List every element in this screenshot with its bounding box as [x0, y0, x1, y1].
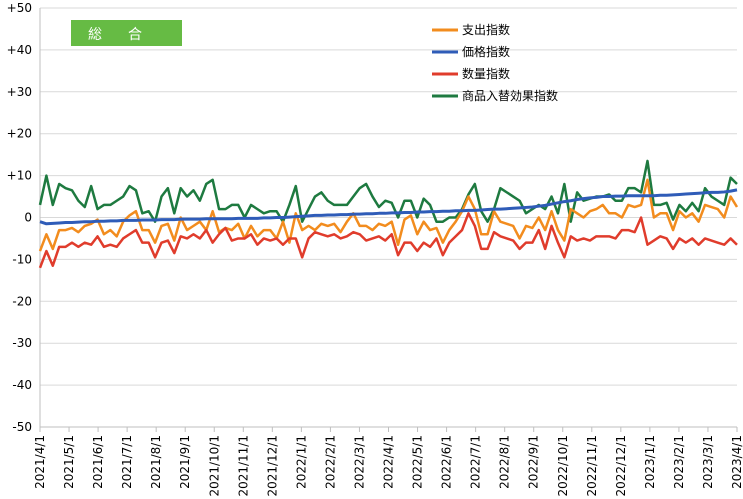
y-tick-label: +10: [7, 169, 32, 183]
x-tick-label: 2023/4/1: [730, 435, 743, 489]
y-tick-label: +20: [7, 127, 32, 141]
x-tick-label: 2021/11/1: [236, 435, 250, 497]
y-tick-label: -50: [12, 420, 32, 434]
x-tick-label: 2021/8/1: [149, 435, 163, 489]
series-line-0: [38, 178, 739, 252]
x-tick-label: 2021/9/1: [178, 435, 192, 489]
x-tick-label: 2022/1/1: [294, 435, 308, 489]
legend-label: 支出指数: [462, 22, 510, 37]
x-tick-label: 2022/12/1: [614, 435, 628, 497]
x-tick-label: 2022/9/1: [527, 435, 541, 489]
x-tick-label: 2022/6/1: [440, 435, 454, 489]
y-tick-label: -30: [12, 336, 32, 350]
x-tick-label: 2021/7/1: [120, 435, 134, 489]
series-line-1: [39, 188, 738, 226]
legend-label: 数量指数: [462, 66, 510, 81]
legend-label: 商品入替効果指数: [462, 88, 558, 103]
x-tick-label: 2022/3/1: [352, 435, 366, 489]
y-axis: +50 +40 +30 +20 +10 0 -10 -20 -30 -40 -50: [7, 1, 737, 434]
y-tick-label: +30: [7, 85, 32, 99]
x-tick-label: 2022/4/1: [382, 435, 396, 489]
x-tick-label: 2022/10/1: [556, 435, 570, 497]
x-tick-label: 2021/10/1: [207, 435, 221, 497]
chart-title: 総 合: [88, 27, 148, 43]
x-tick-label: 2022/2/1: [323, 435, 337, 489]
y-tick-label: -40: [12, 378, 32, 392]
x-tick-label: 2022/11/1: [585, 435, 599, 497]
series-lines: [38, 159, 739, 269]
y-tick-label: -10: [12, 252, 32, 266]
x-tick-label: 2021/4/1: [33, 435, 47, 489]
y-tick-label: 0: [24, 211, 32, 225]
x-tick-label: 2022/8/1: [498, 435, 512, 489]
y-tick-label: +50: [7, 1, 32, 15]
x-tick-label: 2021/12/1: [265, 435, 279, 497]
y-tick-label: -20: [12, 294, 32, 308]
x-tick-label: 2022/7/1: [469, 435, 483, 489]
chart-title-badge: 総 合: [71, 20, 182, 46]
y-tick-label: +40: [7, 43, 32, 57]
x-tick-label: 2021/6/1: [91, 435, 105, 489]
legend-label: 価格指数: [462, 44, 510, 59]
x-tick-label: 2021/5/1: [62, 435, 76, 489]
series-line-3: [38, 159, 738, 223]
x-axis: 2021/4/1 2021/5/1 2021/6/1 2021/7/1 2021/8/1…: [33, 426, 743, 497]
series-line-2: [38, 212, 738, 269]
x-tick-label: 2023/2/1: [672, 435, 686, 489]
x-tick-label: 2023/1/1: [643, 435, 657, 489]
chart-title-box: [71, 20, 182, 46]
x-tick-label: 2022/5/1: [411, 435, 425, 489]
x-tick-label: 2023/3/1: [701, 435, 715, 489]
